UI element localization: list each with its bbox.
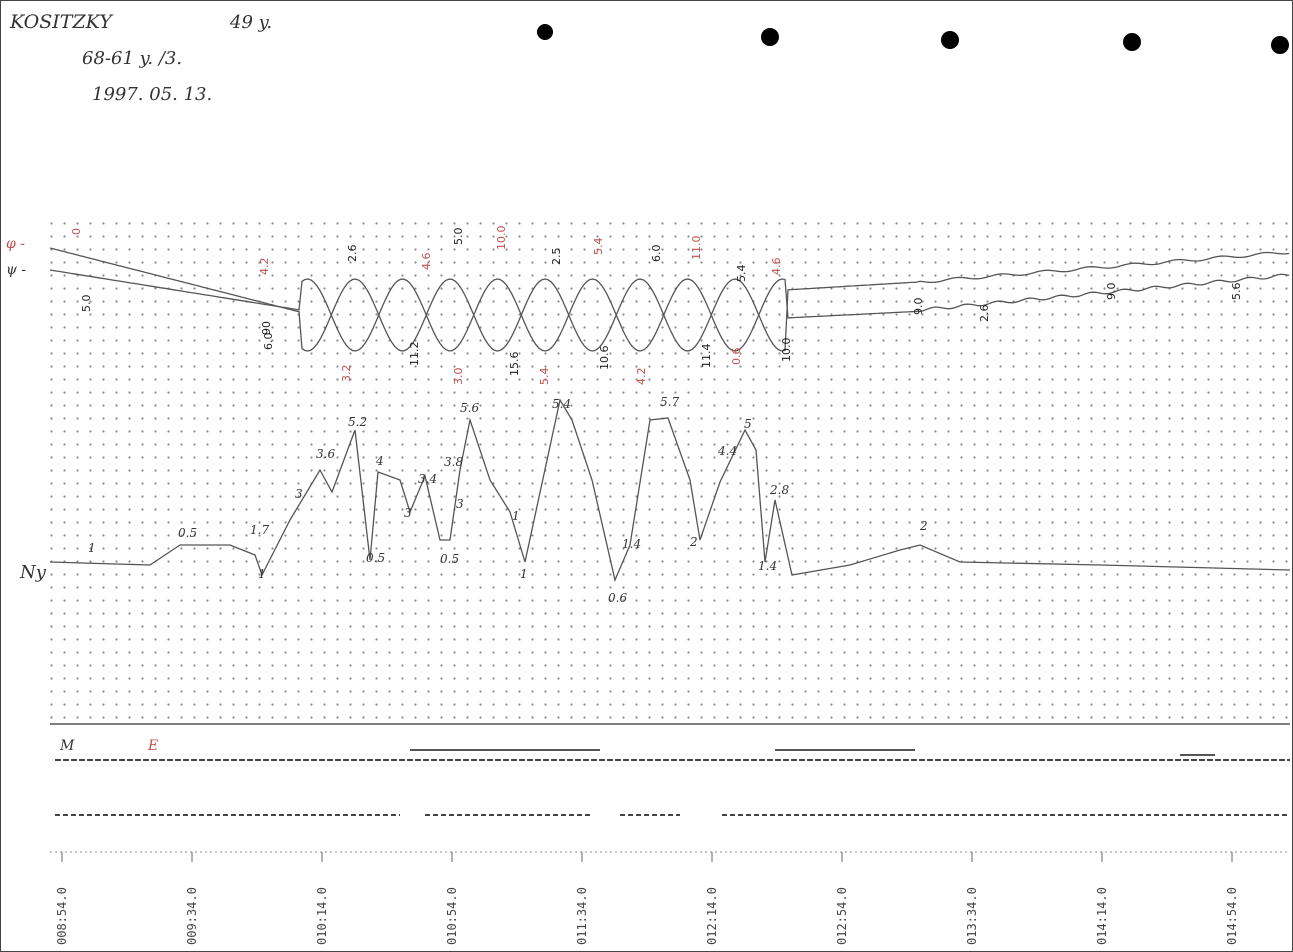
- upper-label: 2.6: [978, 305, 991, 323]
- upper-label: 11.2: [408, 342, 421, 367]
- upper-label: 5.0: [80, 295, 93, 313]
- punch-hole: [1123, 33, 1141, 51]
- trace-label: ψ -: [6, 262, 26, 278]
- punch-hole: [761, 28, 779, 46]
- peak-label: 1.4: [622, 537, 641, 551]
- peak-label: 1: [258, 567, 266, 581]
- peak-label: 3.4: [418, 472, 437, 486]
- time-label: 012:54.0: [835, 887, 849, 945]
- upper-red-label: 5.4: [592, 238, 605, 256]
- trace-label: φ -: [6, 236, 25, 252]
- upper-label: 6.0: [262, 333, 275, 351]
- peak-label: 3.8: [444, 455, 463, 469]
- peak-label: 5.7: [660, 395, 679, 409]
- time-label: 014:54.0: [1225, 887, 1239, 945]
- upper-red-label: 0: [70, 228, 83, 235]
- upper-label: 6.0: [650, 245, 663, 263]
- time-label: 010:54.0: [445, 887, 459, 945]
- upper-red-label: 0.6: [730, 348, 743, 366]
- peak-label: 5.4: [552, 397, 571, 411]
- upper-red-label: 5.4: [538, 368, 551, 386]
- punch-hole: [537, 24, 553, 40]
- peak-label: 3: [295, 487, 303, 501]
- upper-label: 9.0: [912, 298, 925, 316]
- event-label: E: [147, 738, 158, 754]
- peak-label: 2.8: [769, 483, 789, 497]
- peak-label: 2: [919, 519, 928, 533]
- upper-red-label: 4.2: [635, 368, 648, 386]
- time-label: 014:14.0: [1095, 887, 1109, 945]
- peak-label: 0.6: [608, 591, 627, 605]
- peak-label: 5.2: [348, 415, 367, 429]
- upper-label: 9.0: [1105, 283, 1118, 301]
- trace-label: Ny: [19, 562, 47, 583]
- peak-label: 4.4: [717, 444, 737, 458]
- patient-name: KOSITZKY: [9, 11, 114, 33]
- upper-red-label: 11.0: [690, 236, 703, 261]
- recording-sheet: KOSITZKY 49 y. 68-61 y. /3. 1997. 05. 13…: [0, 0, 1293, 952]
- upper-red-label: 10.0: [495, 226, 508, 251]
- punch-hole: [1271, 36, 1289, 54]
- peak-label: 2: [689, 535, 698, 549]
- time-label: 013:34.0: [965, 887, 979, 945]
- peak-label: 0.5: [440, 552, 459, 566]
- upper-red-label: 4.6: [770, 258, 783, 276]
- peak-label: 5.6: [460, 401, 479, 415]
- upper-label: 11.4: [700, 344, 713, 369]
- upper-label: 2.5: [550, 248, 563, 266]
- peak-label: 3: [404, 506, 412, 520]
- upper-red-label: 4.6: [420, 253, 433, 271]
- upper-red-label: 4.2: [258, 258, 271, 276]
- peak-label: 4: [375, 454, 384, 468]
- peak-label: 1: [88, 541, 96, 555]
- grid: [50, 222, 1290, 722]
- record-date: 1997. 05. 13.: [92, 84, 212, 105]
- upper-label: 15.6: [508, 352, 521, 377]
- punch-hole: [941, 31, 959, 49]
- peak-label: 1: [520, 567, 528, 581]
- event-label: M: [59, 738, 75, 754]
- peak-label: 1.4: [758, 559, 777, 573]
- peak-label: 1.7: [250, 523, 269, 537]
- peak-label: 5: [744, 417, 752, 431]
- peak-label: 1: [512, 509, 520, 523]
- peak-label: 0.5: [366, 551, 385, 565]
- patient-age: 49 y.: [229, 12, 272, 33]
- time-label: 009:34.0: [185, 887, 199, 945]
- time-label: 008:54.0: [55, 887, 69, 945]
- header-line: 68-61 y. /3.: [82, 48, 182, 69]
- upper-label: 5.0: [452, 228, 465, 246]
- time-label: 011:34.0: [575, 887, 589, 945]
- upper-label: 5.6: [1230, 283, 1243, 301]
- upper-label: 5.4: [735, 265, 748, 283]
- time-label: 012:14.0: [705, 887, 719, 945]
- upper-red-label: 3.0: [452, 368, 465, 386]
- peak-label: 0.5: [178, 526, 197, 540]
- upper-label: 2.6: [346, 245, 359, 263]
- peak-label: 3: [456, 497, 464, 511]
- time-label: 010:14.0: [315, 887, 329, 945]
- peak-label: 3.6: [316, 447, 335, 461]
- upper-label: 10.0: [780, 338, 793, 363]
- upper-label: 10.6: [598, 346, 611, 371]
- upper-red-label: 3.2: [340, 365, 353, 383]
